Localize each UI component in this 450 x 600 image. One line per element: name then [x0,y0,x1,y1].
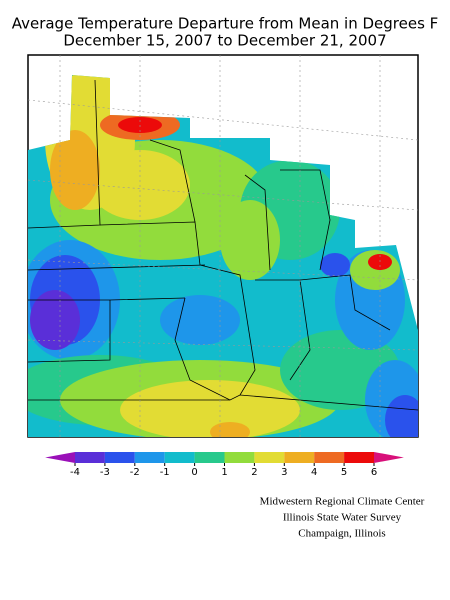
title-line: December 15, 2007 to December 21, 2007 [63,32,386,50]
credit-line: Champaign, Illinois [298,528,385,540]
legend-under [45,452,75,463]
credit-line: Illinois State Water Survey [283,512,402,524]
legend-tick-label: 3 [281,467,287,478]
title-line: Average Temperature Departure from Mean … [12,15,439,33]
legend-swatch [344,452,374,463]
legend-tick-label: -4 [70,467,80,478]
color-legend: -4 -3 -2 -1 0 1 2 3 4 5 6 [45,452,404,478]
legend-tick-label: 0 [191,467,197,478]
legend-swatch [314,452,345,463]
legend-over [374,452,404,463]
legend-swatch [224,452,255,463]
legend-swatch [284,452,315,463]
credit-line: Midwestern Regional Climate Center [260,496,425,508]
legend-tick-label: 4 [311,467,317,478]
legend-tick-label: 5 [341,467,347,478]
legend-swatch [75,452,105,463]
legend-swatch [254,452,285,463]
legend-tick-label: 1 [221,467,227,478]
legend-swatch [134,452,165,463]
legend-tick-label: -2 [130,467,140,478]
legend-tick-label: 6 [371,467,377,478]
legend-tick-label: -1 [160,467,170,478]
legend-swatch [194,452,225,463]
legend-swatch [164,452,195,463]
legend-swatch [104,452,135,463]
legend-tick-label: 2 [251,467,257,478]
graticule [27,55,419,437]
legend-tick-label: -3 [100,467,110,478]
